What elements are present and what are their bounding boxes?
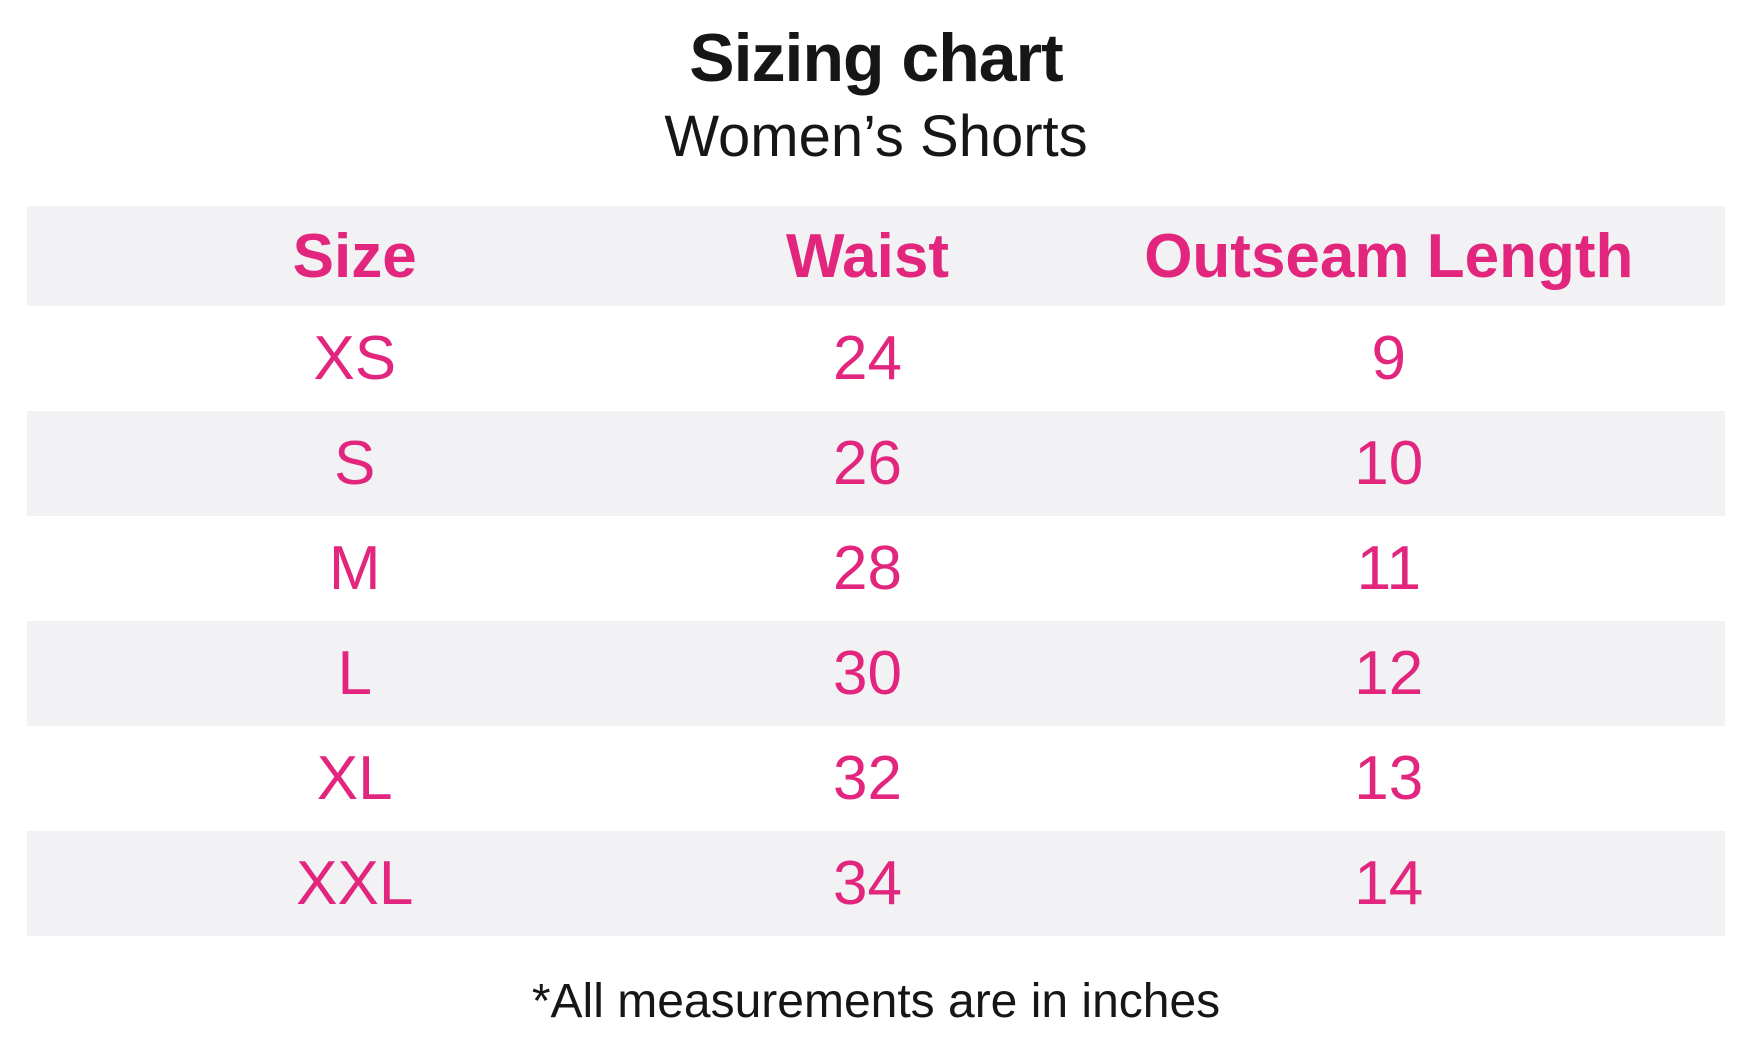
table-row: XL 32 13 bbox=[27, 726, 1725, 831]
table-row: XS 24 9 bbox=[27, 306, 1725, 411]
size-cell: M bbox=[328, 534, 381, 603]
waist-cell: 30 bbox=[833, 639, 902, 708]
waist-cell: 24 bbox=[833, 324, 902, 393]
table-header-row: Size Waist Outseam Length bbox=[27, 206, 1725, 306]
outseam-cell: 11 bbox=[1356, 534, 1421, 603]
outseam-cell: 12 bbox=[1354, 639, 1424, 708]
outseam-cell: 14 bbox=[1354, 849, 1424, 918]
waist-cell: 34 bbox=[833, 849, 902, 918]
waist-cell: 28 bbox=[833, 534, 902, 603]
column-header-waist: Waist bbox=[785, 221, 950, 291]
column-header-outseam-length: Outseam Length bbox=[1144, 221, 1634, 291]
page-title: Sizing chart bbox=[689, 20, 1063, 96]
outseam-cell: 10 bbox=[1354, 429, 1424, 498]
table-row: L 30 12 bbox=[27, 621, 1725, 726]
page-subtitle: Women’s Shorts bbox=[664, 104, 1088, 169]
size-cell: S bbox=[334, 429, 376, 498]
table-row: M 28 11 bbox=[27, 516, 1725, 621]
size-cell: L bbox=[337, 639, 372, 708]
outseam-cell: 9 bbox=[1371, 324, 1407, 393]
size-cell: XL bbox=[316, 744, 393, 813]
measurements-footnote: *All measurements are in inches bbox=[531, 975, 1221, 1028]
outseam-cell: 13 bbox=[1354, 744, 1424, 813]
column-header-size: Size bbox=[292, 221, 417, 291]
waist-cell: 32 bbox=[833, 744, 902, 813]
size-cell: XXL bbox=[296, 849, 414, 918]
size-cell: XS bbox=[313, 324, 397, 393]
table-row: XXL 34 14 bbox=[27, 831, 1725, 936]
sizing-table: Size Waist Outseam Length XS 24 9 S 26 1… bbox=[27, 206, 1725, 936]
waist-cell: 26 bbox=[833, 429, 902, 498]
table-row: S 26 10 bbox=[27, 411, 1725, 516]
